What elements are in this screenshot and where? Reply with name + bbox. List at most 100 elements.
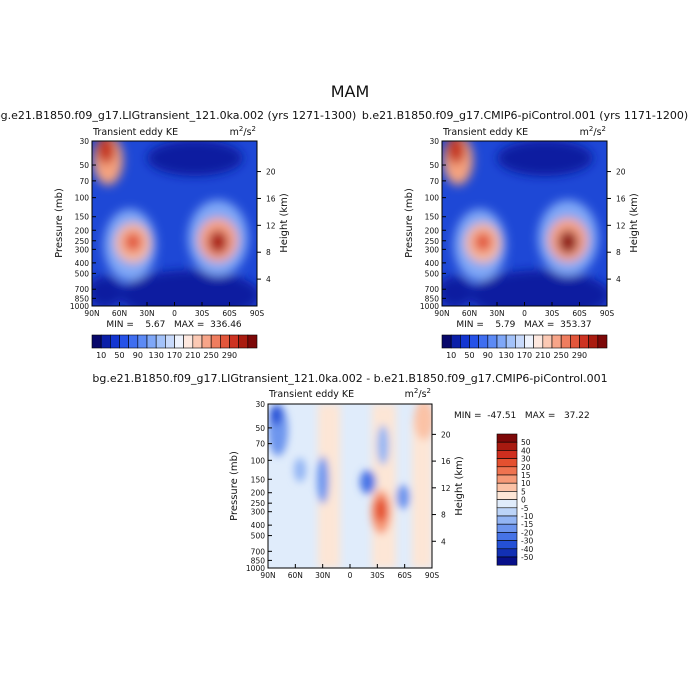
x-tick-label: 30S xyxy=(545,309,560,318)
colorbar-swatch xyxy=(496,515,518,525)
y-tick-label: 50 xyxy=(79,161,89,170)
colorbar-swatch xyxy=(238,334,249,349)
colorbar-swatch xyxy=(579,334,589,349)
colorbar-swatch xyxy=(551,334,562,349)
panel-2-ylabel-right: Height (km) xyxy=(629,193,640,253)
colorbar-label: 170 xyxy=(167,351,182,360)
panel-1-units: m2/s2 xyxy=(230,125,256,138)
colorbar-swatch xyxy=(183,334,194,349)
height-tick-label: 16 xyxy=(441,457,451,466)
panel-2: b.e21.B1850.f09_g17.CMIP6-piControl.001 … xyxy=(362,109,688,360)
panel-2-sh-jet-core xyxy=(558,230,578,254)
height-tick-label: 8 xyxy=(616,248,621,257)
panel-1-axes: 90N 60N 30N 0 30S 60S 90S 30 50 70 100 150 200 250300… xyxy=(70,137,276,318)
colorbar-swatch xyxy=(128,334,139,349)
colorbar-label: 50 xyxy=(464,351,474,360)
panel-2-ylabel: Pressure (mb) xyxy=(404,188,415,258)
panel-3-left-label: Transient eddy KE xyxy=(268,389,354,400)
y-tick-label: 700 xyxy=(251,547,266,556)
panel-3-cool-north-core xyxy=(270,405,282,425)
panel-2-colorbar: 10 50 90 130 170 210 250 290 xyxy=(441,334,608,360)
units-sep: / xyxy=(418,389,422,400)
units-base: m xyxy=(230,127,239,138)
colorbar-swatch xyxy=(469,334,479,349)
colorbar-swatch xyxy=(496,441,518,451)
colorbar-label: -20 xyxy=(521,528,533,537)
y-tick-label: 50 xyxy=(429,161,439,170)
colorbar-label: 40 xyxy=(521,446,531,455)
colorbar-swatch xyxy=(505,334,516,349)
colorbar-label: 250 xyxy=(554,351,569,360)
panel-3-cool-subtropic xyxy=(294,458,306,482)
y-tick-label: 250 xyxy=(75,237,90,246)
colorbar-swatch xyxy=(247,334,258,349)
panel-3-warm-sh-jet-core xyxy=(375,498,387,522)
colorbar-label: 50 xyxy=(114,351,124,360)
height-tick-label: 16 xyxy=(616,194,626,203)
y-tick-label: 200 xyxy=(75,226,90,235)
colorbar-label: 290 xyxy=(572,351,587,360)
panel-3-warm-upper-pole xyxy=(414,404,432,440)
colorbar-label: 15 xyxy=(521,471,531,480)
colorbar-swatch xyxy=(496,450,518,459)
colorbar-swatch xyxy=(229,334,239,349)
x-tick-label: 30S xyxy=(195,309,210,318)
colorbar-swatch xyxy=(496,532,518,541)
colorbar-swatch xyxy=(487,334,498,349)
colorbar-swatch xyxy=(496,491,518,500)
y-tick-label: 100 xyxy=(251,456,266,465)
height-tick-label: 12 xyxy=(441,484,451,493)
y-tick-label: 30 xyxy=(79,137,89,146)
y-tick-label: 500 xyxy=(75,269,90,278)
panel-3-warm-band-pole xyxy=(412,420,432,568)
panel-1-title: bg.e21.B1850.f09_g17.LIGtransient_121.0k… xyxy=(0,109,356,122)
colorbar-swatch xyxy=(155,334,166,349)
y-tick-label: 700 xyxy=(425,285,440,294)
units-exp: 2 xyxy=(589,125,593,133)
panel-3-background xyxy=(268,404,432,568)
y-tick-label: 850 xyxy=(75,294,90,303)
x-tick-label: 30N xyxy=(315,571,330,580)
y-tick-label: 300 xyxy=(75,245,90,254)
colorbar-swatch xyxy=(496,556,518,566)
panel-3: bg.e21.B1850.f09_g17.LIGtransient_121.0k… xyxy=(92,372,607,580)
colorbar-swatch xyxy=(524,334,534,349)
panel-2-field xyxy=(442,141,607,306)
panel-2-nh-jet-core xyxy=(474,232,492,252)
colorbar-label: 0 xyxy=(521,496,526,505)
panel-1-sh-jet-core xyxy=(208,230,228,254)
panel-1: bg.e21.B1850.f09_g17.LIGtransient_121.0k… xyxy=(0,109,356,360)
panel-1-field xyxy=(92,141,257,306)
panel-1-surface-low-north xyxy=(92,276,123,306)
units-sep: / xyxy=(593,127,597,138)
panel-3-cool-sh-jet xyxy=(360,470,376,494)
panel-2-title: b.e21.B1850.f09_g17.CMIP6-piControl.001 … xyxy=(362,109,688,122)
colorbar-swatch xyxy=(201,334,212,349)
colorbar-swatch xyxy=(496,507,518,517)
height-tick-label: 20 xyxy=(616,168,626,177)
y-tick-label: 700 xyxy=(75,285,90,294)
height-tick-label: 8 xyxy=(266,248,271,257)
x-tick-label: 60N xyxy=(112,309,127,318)
colorbar-label: 210 xyxy=(185,351,200,360)
colorbar-label: 20 xyxy=(521,463,531,472)
y-tick-label: 250 xyxy=(425,237,440,246)
colorbar-label: 50 xyxy=(521,438,531,447)
colorbar-label: 10 xyxy=(446,351,456,360)
y-tick-label: 300 xyxy=(425,245,440,254)
x-tick-label: 60N xyxy=(288,571,303,580)
height-tick-label: 16 xyxy=(266,194,276,203)
x-tick-label: 0 xyxy=(348,571,353,580)
colorbar-swatch xyxy=(588,334,599,349)
colorbar-swatch xyxy=(496,334,507,349)
panel-2-surface-low-south xyxy=(470,270,607,306)
colorbar-swatch xyxy=(533,334,544,349)
y-tick-label: 850 xyxy=(425,294,440,303)
colorbar-swatch xyxy=(515,334,525,349)
x-tick-label: 30N xyxy=(139,309,154,318)
colorbar-label: 170 xyxy=(517,351,532,360)
colorbar-label: 210 xyxy=(535,351,550,360)
colorbar-label: 30 xyxy=(521,455,531,464)
